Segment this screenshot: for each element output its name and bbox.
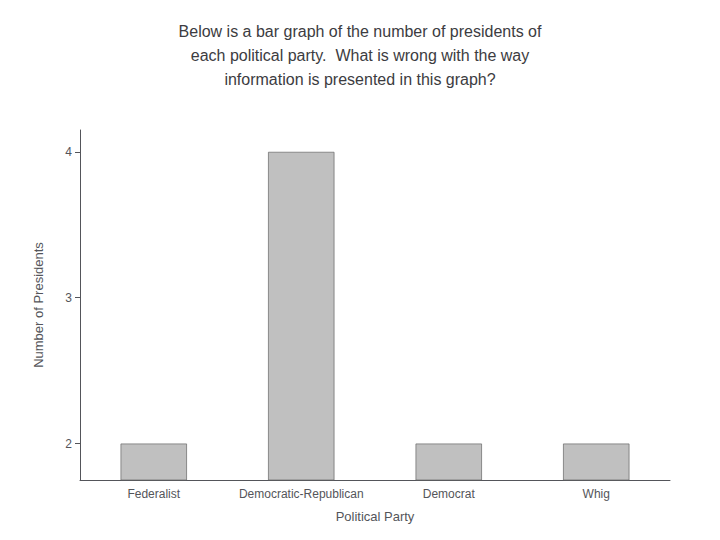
svg-text:Democrat: Democrat [423, 487, 476, 501]
svg-text:information is presented in th: information is presented in this graph? [224, 71, 495, 88]
svg-text:3: 3 [65, 291, 72, 305]
svg-text:Below is a bar graph of the nu: Below is a bar graph of the number of pr… [179, 23, 542, 40]
svg-text:4: 4 [65, 145, 72, 159]
svg-text:Political Party: Political Party [336, 509, 415, 524]
svg-text:Whig: Whig [583, 487, 610, 501]
svg-text:Federalist: Federalist [127, 487, 180, 501]
svg-text:Democratic-Republican: Democratic-Republican [239, 487, 364, 501]
svg-text:Number of Presidents: Number of Presidents [31, 242, 46, 368]
svg-text:each political party. What is: each political party. What is wrong with… [191, 47, 530, 64]
svg-text:2: 2 [65, 437, 72, 451]
